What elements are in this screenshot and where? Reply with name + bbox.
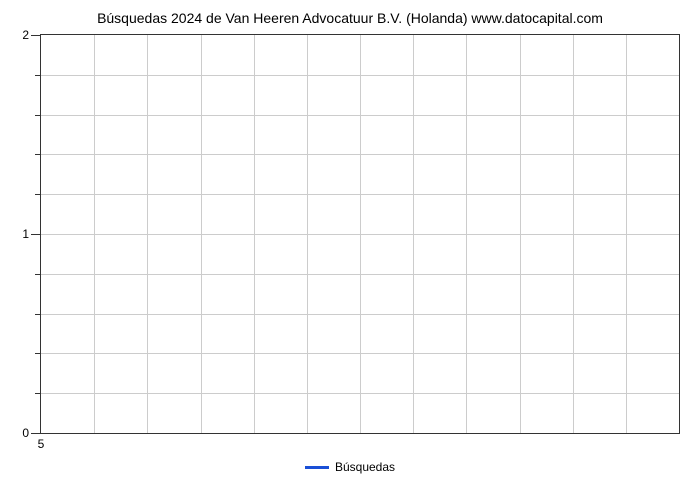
gridline-vertical	[626, 35, 627, 433]
gridline-vertical	[520, 35, 521, 433]
y-tick-major	[31, 433, 41, 434]
chart-title: Búsquedas 2024 de Van Heeren Advocatuur …	[10, 10, 690, 26]
chart-container: Búsquedas 2024 de Van Heeren Advocatuur …	[10, 10, 690, 490]
y-axis-label: 0	[22, 426, 29, 440]
gridline-vertical	[201, 35, 202, 433]
y-axis-label: 1	[22, 227, 29, 241]
gridline-vertical	[94, 35, 95, 433]
y-axis-label: 2	[22, 28, 29, 42]
gridline-vertical	[307, 35, 308, 433]
legend-label: Búsquedas	[335, 460, 395, 474]
y-tick-major	[31, 35, 41, 36]
gridline-vertical	[360, 35, 361, 433]
gridline-vertical	[466, 35, 467, 433]
gridline-vertical	[573, 35, 574, 433]
y-tick-major	[31, 234, 41, 235]
plot-area: 0125	[40, 34, 680, 434]
legend: Búsquedas	[10, 460, 690, 474]
x-axis-label: 5	[38, 437, 45, 451]
legend-line-icon	[305, 466, 329, 469]
gridline-vertical	[254, 35, 255, 433]
gridline-vertical	[147, 35, 148, 433]
plot-wrapper: 0125	[40, 34, 680, 454]
gridline-vertical	[413, 35, 414, 433]
